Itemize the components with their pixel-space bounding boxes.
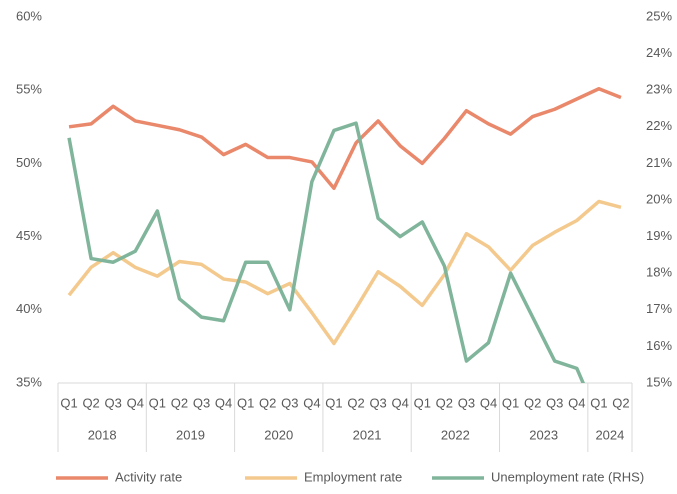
y2-tick-label: 18%: [646, 265, 672, 280]
x-tick-label: Q1: [149, 395, 166, 410]
legend-label: Unemployment rate (RHS): [491, 469, 644, 484]
x-group-label: 2021: [353, 427, 382, 442]
y2-tick-label: 22%: [646, 118, 672, 133]
x-tick-label: Q4: [303, 395, 320, 410]
x-group-label: 2018: [88, 427, 117, 442]
x-tick-label: Q3: [105, 395, 122, 410]
y2-tick-label: 20%: [646, 191, 672, 206]
y2-tick-label: 17%: [646, 301, 672, 316]
x-tick-label: Q2: [347, 395, 364, 410]
x-group-label: 2023: [529, 427, 558, 442]
x-tick-label: Q4: [568, 395, 585, 410]
x-tick-label: Q4: [127, 395, 144, 410]
x-tick-label: Q3: [281, 395, 298, 410]
series-line: [67, 121, 586, 383]
x-tick-label: Q2: [171, 395, 188, 410]
x-group-label: 2024: [595, 427, 624, 442]
y2-tick-label: 23%: [646, 82, 672, 97]
legend-label: Activity rate: [115, 469, 182, 484]
x-group-label: 2022: [441, 427, 470, 442]
x-tick-label: Q4: [215, 395, 232, 410]
x-tick-label: Q1: [414, 395, 431, 410]
y2-tick-label: 16%: [646, 338, 672, 353]
y2-tick-label: 21%: [646, 155, 672, 170]
x-tick-label: Q2: [524, 395, 541, 410]
y2-tick-label: 24%: [646, 45, 672, 60]
x-tick-label: Q2: [612, 395, 629, 410]
y-tick-label: 55%: [16, 82, 42, 97]
x-tick-label: Q1: [237, 395, 254, 410]
series-line: [67, 199, 622, 346]
y-tick-label: 40%: [16, 301, 42, 316]
x-group-label: 2019: [176, 427, 205, 442]
x-tick-label: Q2: [436, 395, 453, 410]
x-tick-label: Q1: [590, 395, 607, 410]
x-tick-label: Q2: [259, 395, 276, 410]
x-tick-label: Q4: [392, 395, 409, 410]
series-line: [68, 86, 622, 191]
x-tick-label: Q1: [60, 395, 77, 410]
x-tick-label: Q3: [193, 395, 210, 410]
x-group-label: 2020: [264, 427, 293, 442]
y-tick-label: 45%: [16, 228, 42, 243]
x-tick-label: Q2: [82, 395, 99, 410]
y-tick-label: 50%: [16, 155, 42, 170]
x-tick-label: Q3: [458, 395, 475, 410]
y2-tick-label: 25%: [646, 8, 672, 23]
x-tick-label: Q1: [502, 395, 519, 410]
y2-tick-label: 15%: [646, 374, 672, 389]
x-tick-label: Q1: [325, 395, 342, 410]
y-tick-label: 35%: [16, 374, 42, 389]
y2-tick-label: 19%: [646, 228, 672, 243]
legend-label: Employment rate: [304, 469, 402, 484]
x-tick-label: Q3: [369, 395, 386, 410]
x-tick-label: Q3: [546, 395, 563, 410]
x-tick-label: Q4: [480, 395, 497, 410]
y-tick-label: 60%: [16, 8, 42, 23]
